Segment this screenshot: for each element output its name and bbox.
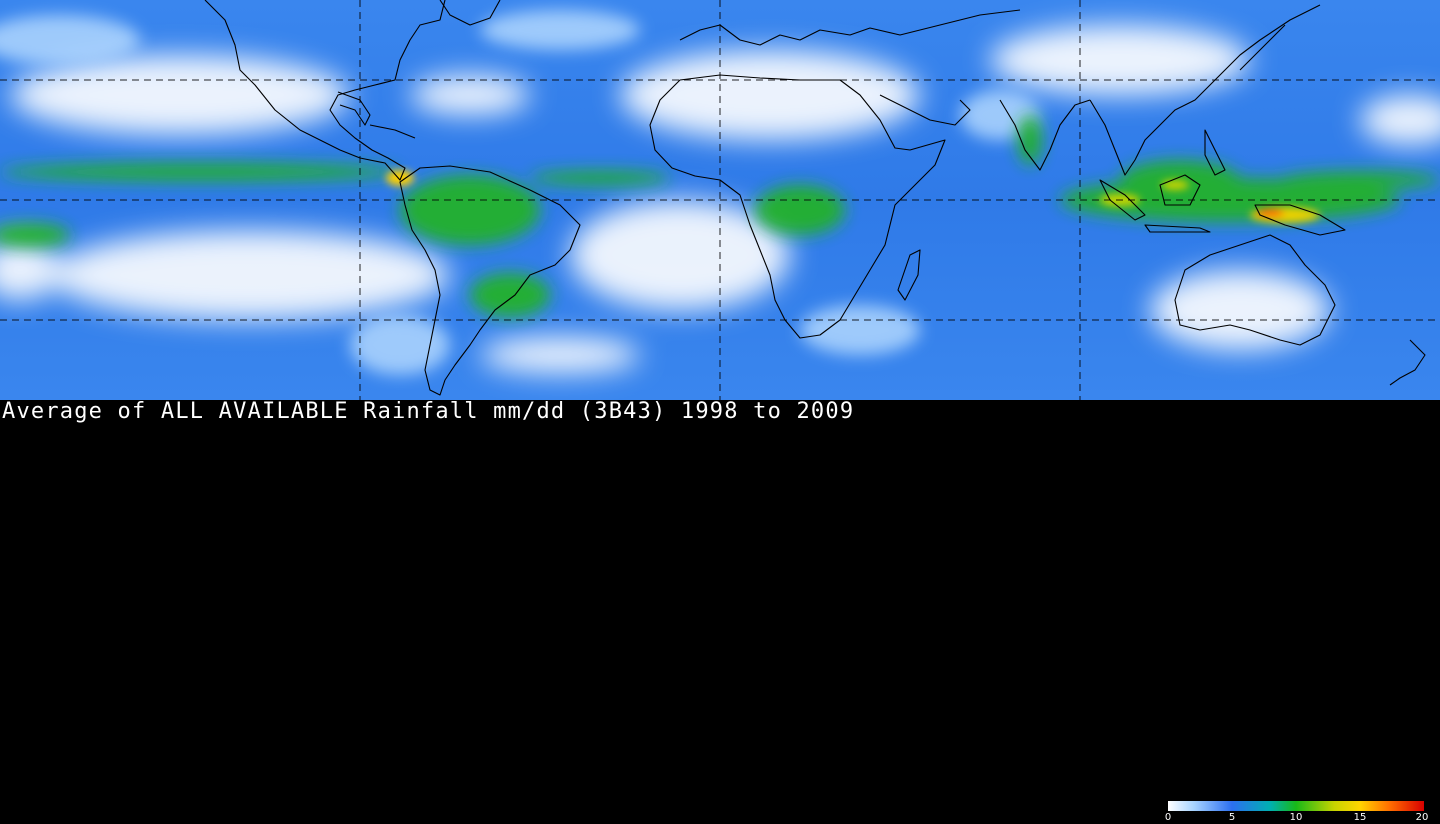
rainfall-map xyxy=(0,0,1440,400)
very-wet-regions xyxy=(386,170,1320,223)
coastline-cuba xyxy=(369,124,416,139)
colorbar-tick: 0 xyxy=(1164,812,1172,823)
rainfall-map-svg xyxy=(0,0,1440,400)
colorbar-tick: 15 xyxy=(1353,812,1367,823)
graticule xyxy=(0,0,1440,400)
coastline-se-asia xyxy=(1089,4,1321,176)
coastline-philippines xyxy=(1204,129,1226,176)
coastline-java xyxy=(1144,224,1211,233)
coastline-new-guinea xyxy=(1254,204,1346,236)
colorbar-tick: 10 xyxy=(1289,812,1303,823)
coastline-japan xyxy=(1239,24,1286,71)
colorbar-gradient xyxy=(1168,801,1424,811)
coastline-india xyxy=(999,99,1091,171)
colorbar-tick: 20 xyxy=(1415,812,1429,823)
coastline-australia xyxy=(1174,234,1336,346)
coastline-europe xyxy=(679,9,1021,46)
footer-bar: Average of ALL AVAILABLE Rainfall mm/dd … xyxy=(0,399,1440,823)
coastlines xyxy=(204,0,1426,396)
coastline-north-america xyxy=(204,0,446,181)
coastline-borneo xyxy=(1159,174,1201,206)
colorbar-tick: 5 xyxy=(1228,812,1236,823)
colorbar-ticks: 0 5 10 15 20 xyxy=(1160,811,1436,824)
coastline-madagascar xyxy=(897,249,921,301)
dry-regions xyxy=(0,25,1440,373)
coastline-florida xyxy=(337,91,371,126)
colorbar xyxy=(1168,801,1424,811)
map-title: Average of ALL AVAILABLE Rainfall mm/dd … xyxy=(2,399,855,424)
coastline-south-america xyxy=(399,165,581,396)
coastline-sumatra xyxy=(1099,179,1146,221)
coastline-africa xyxy=(649,74,946,339)
coastline-arabia xyxy=(879,94,971,126)
coastline-greenland xyxy=(439,0,501,26)
coastline-new-zealand xyxy=(1389,339,1426,386)
